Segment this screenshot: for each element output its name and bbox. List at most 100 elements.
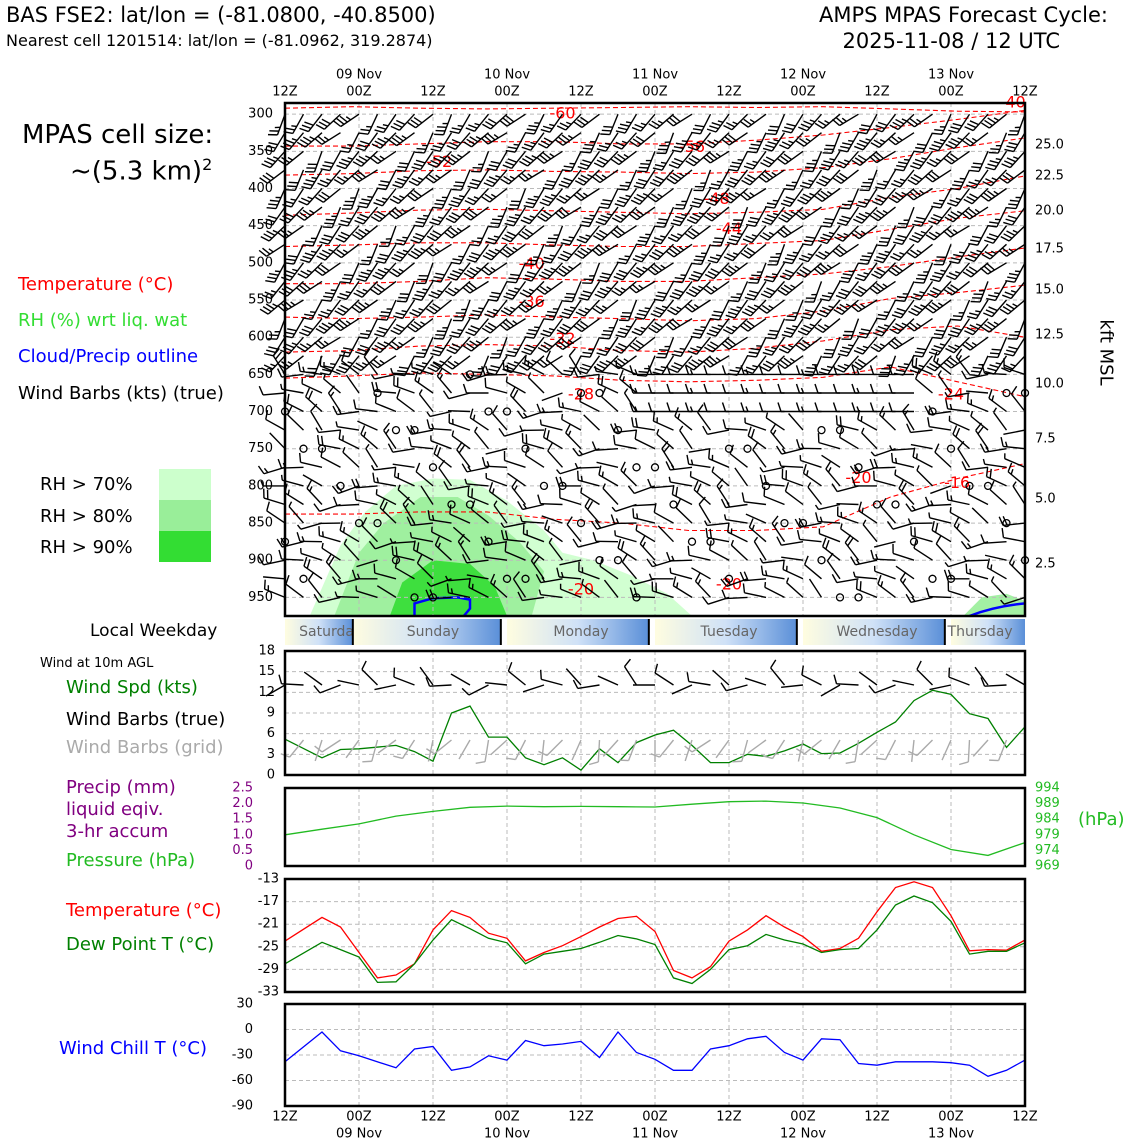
wind-barb-425-69-flag [686,219,697,225]
wind-barb-375-81-flag [758,175,767,183]
wind-barb-400-9-flag [321,191,330,198]
wind-barb-450-39 [501,225,527,243]
wind-barb-500-9-flag [317,266,327,274]
wind-barb-425-33 [462,206,489,221]
wind-barb-375-111-flag [950,187,960,191]
wind-barb-300-66-flag [665,119,674,127]
wind-barb-350-21-flag [397,165,407,169]
wind-barb-375-3 [285,169,305,191]
wind-barb-725-105-staff [910,429,933,434]
wind-barb-375-36-flag [486,179,496,185]
wind-barb-500-99 [871,262,896,279]
wind-barb-875-114-flag [960,540,968,550]
wind-barb-875-57-staff [615,534,637,543]
wind-barb-475-120-flag [998,249,1007,257]
wind-barb-300-102-flag [889,124,899,131]
wind-barb-325-81-flag [762,147,773,152]
wind-barb-375-93-flag [832,177,842,185]
wind-barb-825-42-flag [517,500,524,510]
wind-barb-475-108-flag [933,263,944,266]
wind-barb-800-99 [872,470,896,487]
wind-barb-400-81-flag [766,202,777,206]
wind-barb-350-90-flag [823,160,833,164]
wind-barb-775-102 [890,452,915,468]
wind-barb-300-96 [857,113,878,135]
wind-barb-300-84-flag [781,129,792,134]
wind-barb-675-36 [484,377,508,394]
wind-barb-300-78-flag [740,121,749,128]
wind-barb-650-57-staff [615,365,637,376]
wind-barb-550-30 [452,299,471,322]
wind-barb-475-27-flag [425,249,434,257]
wind-barb-375-111 [950,169,971,191]
wind-barb-400-60-flag [633,196,643,203]
wind-barb-600-42 [521,336,545,356]
wind-barb-525-42-half [528,288,535,292]
label-windchill: Wind Chill T (°C) [59,1038,207,1059]
wind-barb-450-96 [851,225,878,240]
wind-barb-825-111 [946,490,970,506]
wind-barb-475-6-flag [300,258,310,263]
wind-barb-475-63-flag [654,249,664,255]
wind-barb-500-87-flag [799,269,809,276]
wind-barb-675-72-flag [703,383,708,394]
wind-barb-325-9-half [323,136,330,141]
wind-barb-425-24-flag [415,221,425,224]
wind-barb-500-0-flag [268,272,279,276]
wind-barb-750-87 [795,439,822,450]
wind-barb-700-87-flag [795,402,801,412]
wind-barb-325-9 [314,132,341,145]
wind-barb-825-120-staff [1012,485,1026,505]
wind-barb-475-48-flag [557,256,567,262]
wind-barb-950-96 [855,579,878,599]
wind-barb-475-21-flag [393,253,404,259]
wind-barb-375-27-flag [425,176,435,184]
wind-barb-400-12-flag [343,204,353,207]
wind-barb-350-0-flag [261,163,271,169]
wind-barb-475-102-half [899,251,905,256]
wind-barb-400-18 [373,188,397,207]
wind-barb-450-57 [610,225,637,239]
wind-barb-425-6-flag [296,214,305,221]
wind-barb-750-96-staff [861,432,878,450]
wind-barb-725-39-flag [498,427,505,437]
wind-barb-325-30-flag [451,138,462,144]
wind-barb-325-57-half [621,140,628,144]
wind-barb-450-30-flag [447,229,456,237]
wind-barb-300-54-flag [600,133,610,136]
wind-barb-500-9 [314,262,341,276]
wind-barb-500-30-flag [449,273,460,278]
wind-barb-400-6-flag [300,197,311,203]
wind-barb-725-27 [426,419,452,431]
wind-barb-500-99-flag [876,267,886,274]
wind-barb-475-99 [873,243,897,264]
wind-barb-575-27 [433,318,453,340]
wind-barb-475-120-half [1008,248,1014,253]
wind-barb-725-3 [287,405,304,431]
wind-barb-325-6-flag [296,141,306,148]
wind-barb-500-108-half [940,269,946,272]
wind-barb-675-30-staff [448,392,471,400]
wind-barb-500-99-flag [871,273,881,279]
wind-barb-475-24-flag [413,248,423,255]
wind-barb-400-24-flag [406,194,416,202]
wind-barb-350-120-flag [1003,160,1014,166]
wind-barb-300-84-flag [786,123,796,127]
wind-barb-325-111-flag [945,143,955,150]
wind-barb-350-57-half [623,153,629,158]
wind-barb-325-84 [779,132,804,150]
wind-barb-525-24 [412,281,434,301]
wind-barb-425-78-flag [749,216,760,221]
wind-barb-300-9-flag [321,118,331,125]
wind-barb-800-18-flag [372,472,376,483]
wind-barb-450-39-flag [507,231,517,237]
wind-barb-650-60-flag [629,365,634,375]
bottom-hour-label-9: 00Z [938,1110,964,1125]
wind-barb-500-51-half [589,275,595,277]
wind-barb-425-60-flag [632,211,641,218]
wind-barb-925-69-staff [691,567,711,580]
wind-barb-475-69 [692,244,712,266]
wind-barb-300-48 [556,113,582,131]
wind-barb-500-24-flag [415,282,426,285]
wind-barb-300-81-flag [769,125,780,128]
